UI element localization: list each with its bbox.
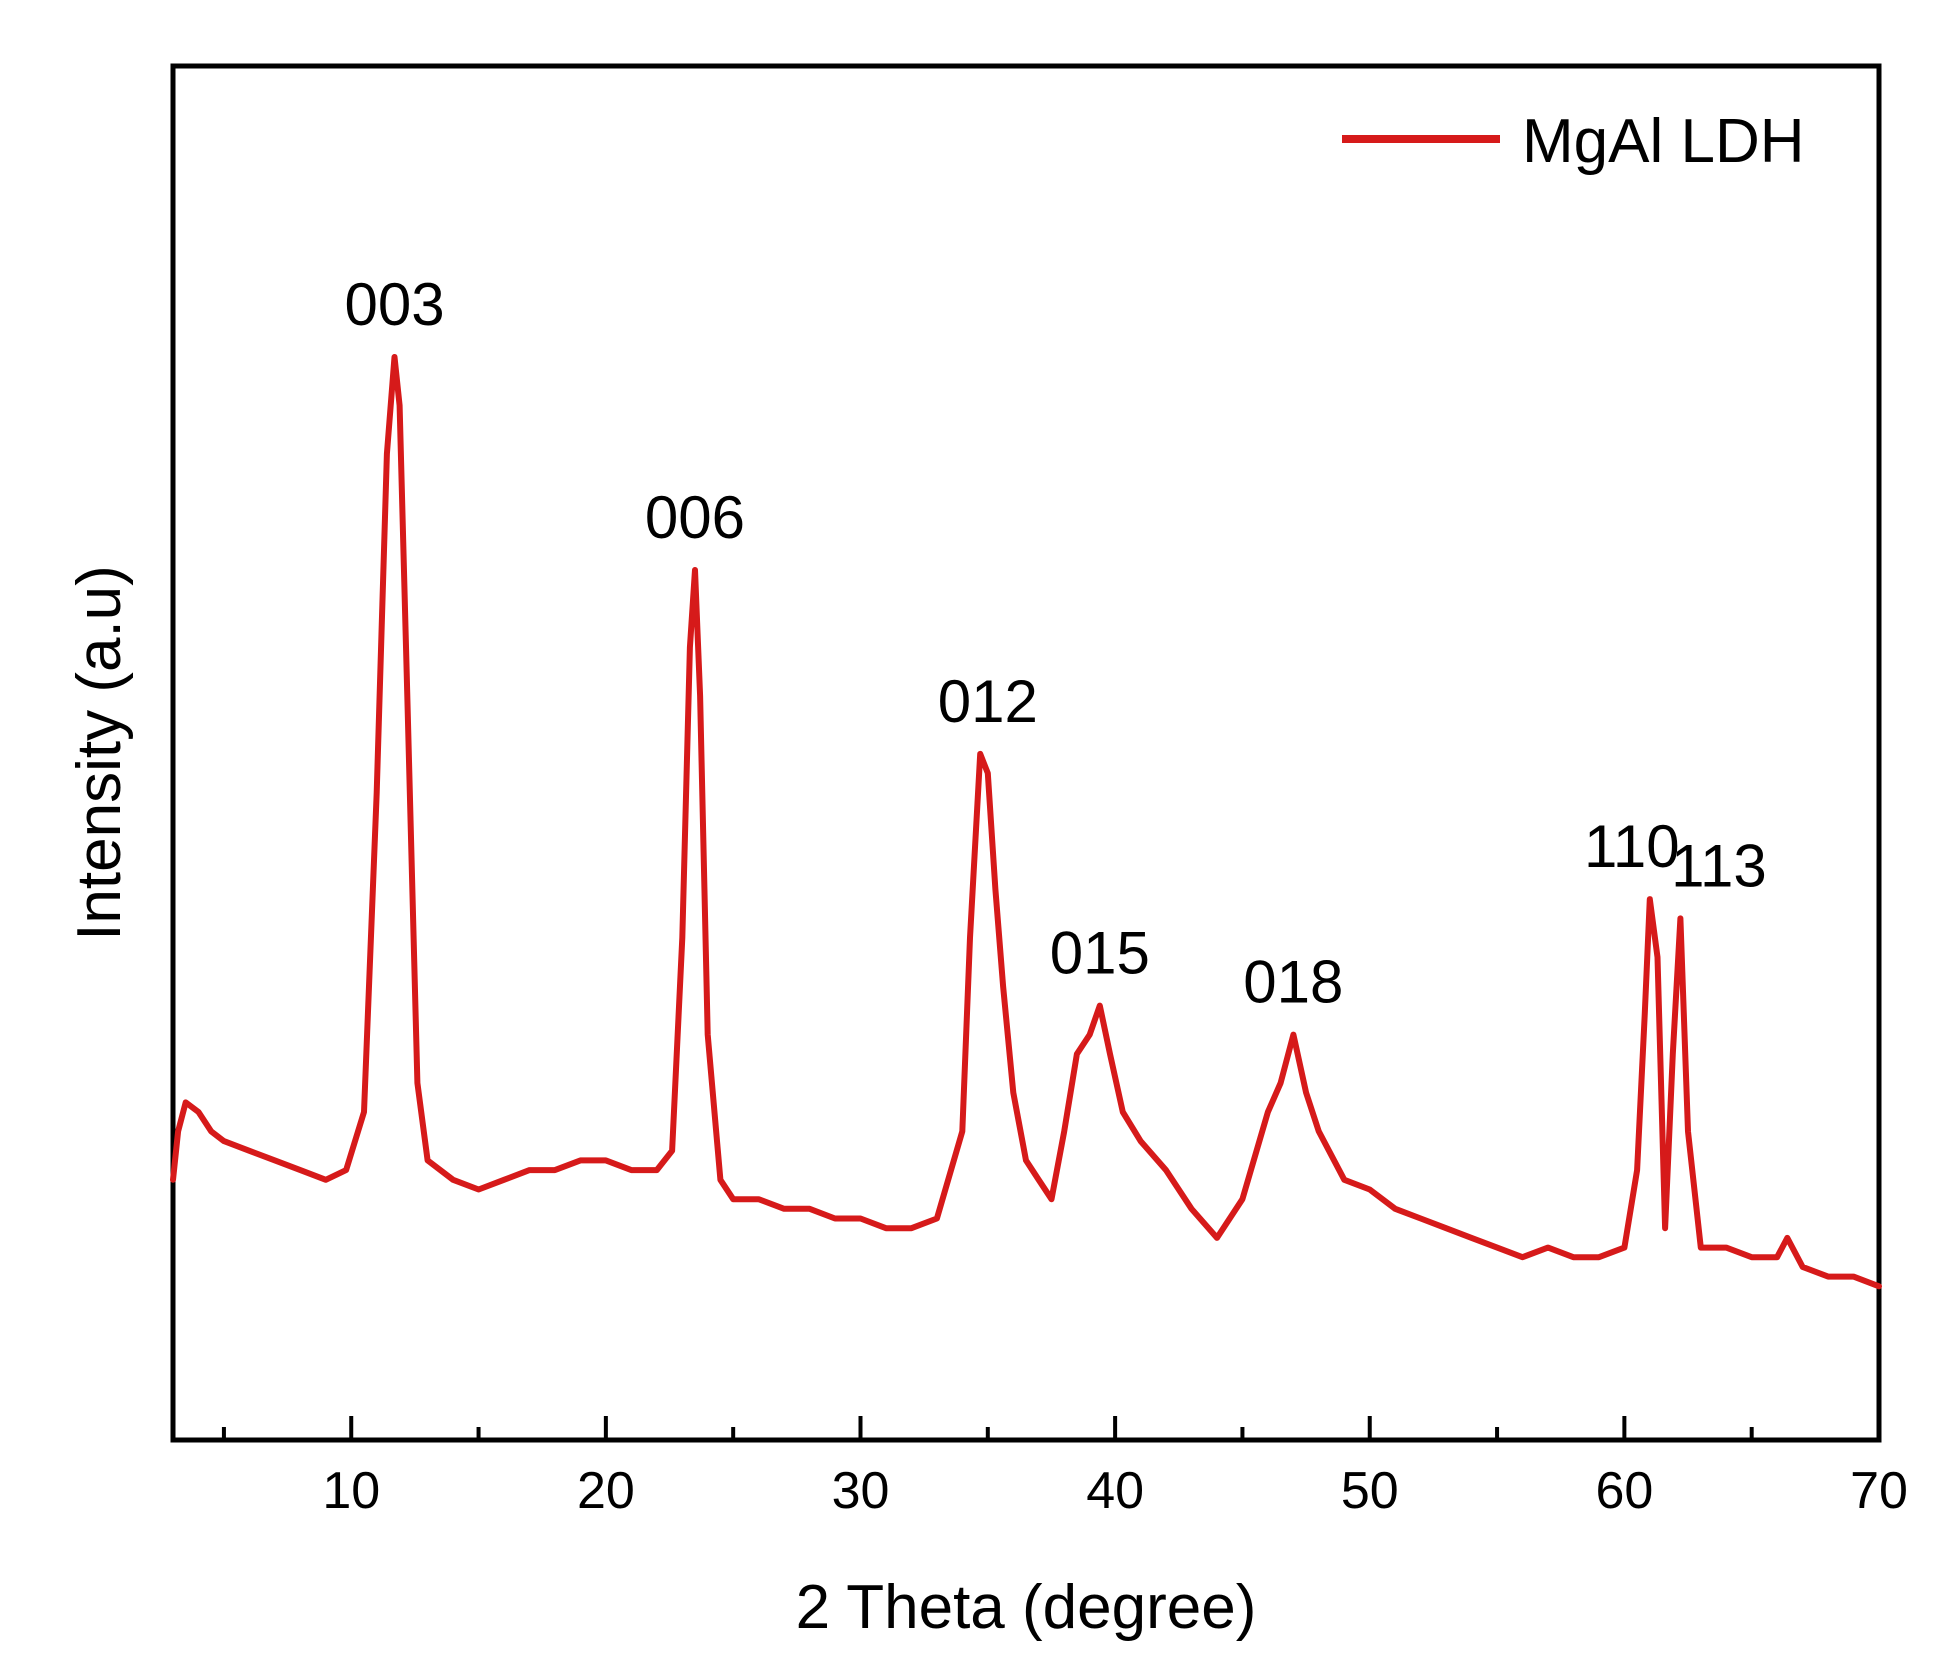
x-tick-label: 20: [577, 1462, 635, 1520]
peak-label: 015: [1050, 920, 1150, 987]
legend-label: MgAl LDH: [1522, 107, 1805, 176]
series-line-mgal-ldh: [170, 354, 1882, 1290]
x-tick-label: 70: [1850, 1462, 1908, 1520]
peak-label: 012: [938, 668, 1038, 735]
x-major-ticks: [349, 1416, 1881, 1440]
legend: MgAl LDH: [1342, 107, 1805, 176]
peak-label: 110: [1584, 813, 1680, 880]
plot-frame: [170, 63, 1882, 1443]
y-axis-title: Intensity (a.u): [65, 565, 134, 941]
peak-label: 018: [1243, 949, 1343, 1016]
x-tick-label: 60: [1595, 1462, 1653, 1520]
x-tick-label: 50: [1341, 1462, 1399, 1520]
x-tick-label: 30: [832, 1462, 890, 1520]
x-minor-ticks: [221, 1427, 1754, 1440]
peak-label: 003: [344, 271, 444, 338]
peak-label: 113: [1671, 832, 1767, 899]
x-axis-title: 2 Theta (degree): [796, 1573, 1257, 1642]
x-tick-label: 10: [322, 1462, 380, 1520]
x-tick-labels: 10 20 30 40 50 60 70: [322, 1462, 1908, 1520]
x-tick-label: 40: [1086, 1462, 1144, 1520]
peak-label: 006: [645, 484, 745, 551]
